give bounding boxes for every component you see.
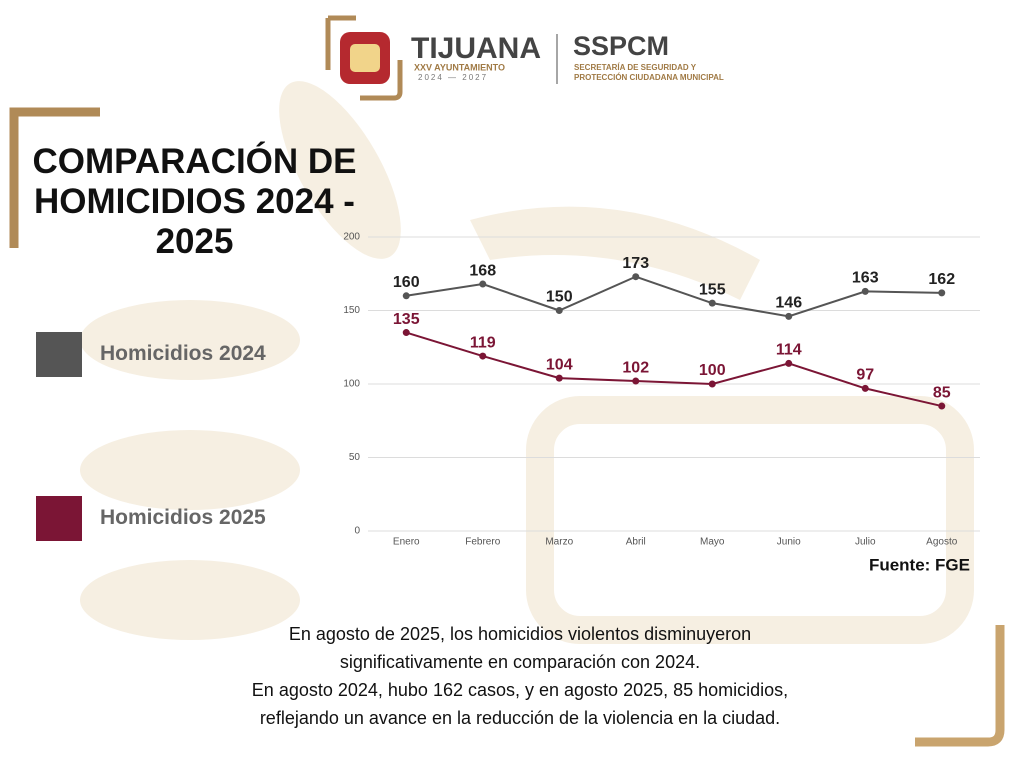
point — [402, 329, 410, 337]
note-line: En agosto de 2025, los homicidios violen… — [288, 624, 752, 644]
source: Fuente: FGE — [869, 555, 970, 574]
x-tick-label: Enero — [393, 537, 420, 548]
point — [938, 289, 946, 297]
point — [632, 377, 640, 385]
point — [708, 299, 716, 307]
x-tick-label: Marzo — [545, 537, 573, 548]
data-label: 114 — [776, 342, 802, 359]
point — [938, 402, 946, 410]
chart-title: COMPARACIÓN DE HOMICIDIOS 2024 - 2025 — [32, 142, 357, 261]
series-line — [405, 331, 942, 408]
note-line: reflejando un avance en la reducción de … — [259, 708, 781, 728]
background-decor — [80, 81, 974, 644]
x-tick-label: Agosto — [926, 537, 958, 548]
logo-frame — [325, 15, 403, 101]
data-label: 155 — [699, 281, 726, 298]
data-label: 100 — [699, 362, 726, 379]
data-label: 168 — [469, 262, 496, 279]
y-tick-label: 200 — [343, 232, 360, 243]
point — [402, 292, 410, 300]
y-tick-label: 100 — [343, 379, 360, 390]
x-tick-label: Junio — [777, 537, 801, 548]
y-tick-label: 150 — [343, 305, 360, 316]
agency-line: SECRETARÍA DE SEGURIDAD Y — [574, 63, 697, 72]
y-tick-label: 0 — [354, 526, 360, 537]
council: XXV AYUNTAMIENTO — [414, 62, 505, 72]
point — [861, 287, 869, 295]
point — [632, 273, 640, 281]
data-label: 104 — [546, 356, 573, 373]
point — [555, 374, 563, 382]
point — [555, 307, 563, 314]
point — [479, 280, 487, 288]
data-label: 150 — [546, 289, 573, 306]
point — [479, 352, 487, 360]
data-label: 97 — [856, 367, 874, 384]
agency: SSPCM — [573, 31, 669, 61]
data-label: 119 — [470, 334, 496, 351]
agency-line: PROTECCIÓN CIUDADANA MUNICIPAL — [574, 73, 724, 82]
x-tick-label: Febrero — [465, 537, 500, 548]
point — [708, 380, 716, 388]
point — [785, 359, 793, 367]
data-label: 102 — [622, 359, 649, 376]
legend-label: Homicidios 2025 — [100, 506, 266, 529]
data-label: 160 — [393, 274, 420, 291]
corner-ornament — [915, 625, 1005, 747]
data-label: 135 — [393, 311, 420, 328]
y-tick-label: 50 — [349, 452, 361, 463]
term: 2024 — 2027 — [418, 73, 488, 82]
data-label: 85 — [933, 384, 951, 401]
city-name: TIJUANA — [411, 32, 541, 65]
data-label: 163 — [852, 270, 879, 287]
legend-swatch — [36, 332, 82, 377]
point — [785, 312, 793, 320]
x-tick-label: Julio — [855, 537, 876, 548]
data-label: 146 — [775, 295, 802, 312]
corner-bracket — [9, 107, 100, 248]
note: En agosto de 2025, los homicidios violen… — [150, 620, 890, 732]
x-tick-label: Mayo — [700, 537, 725, 548]
note-line: significativamente en comparación con 20… — [339, 652, 701, 672]
note-line: En agosto 2024, hubo 162 casos, y en ago… — [251, 680, 789, 700]
series-line — [406, 275, 942, 318]
logo-shield-inner — [350, 44, 380, 72]
legend-swatch — [36, 496, 82, 541]
legend-label: Homicidios 2024 — [100, 342, 266, 365]
x-tick-label: Abril — [626, 537, 646, 548]
data-label: 162 — [928, 271, 955, 288]
point — [861, 384, 869, 392]
data-label: 173 — [622, 255, 649, 272]
